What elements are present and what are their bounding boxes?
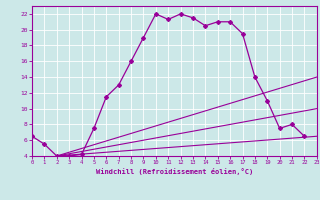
X-axis label: Windchill (Refroidissement éolien,°C): Windchill (Refroidissement éolien,°C) [96, 168, 253, 175]
